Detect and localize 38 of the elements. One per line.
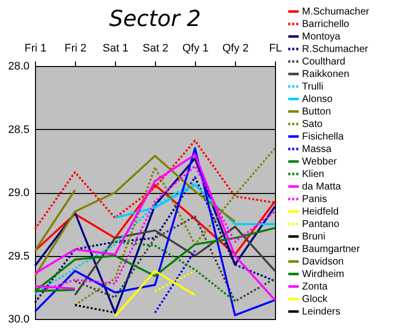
x-tick-label: Sat 2 <box>142 42 168 54</box>
legend-label: da Matta <box>302 182 342 192</box>
legend-label: Montoya <box>302 32 341 42</box>
legend-label: Wirdheim <box>302 269 344 280</box>
legend-label: R.Schumacher <box>302 44 369 55</box>
y-tick-label: 28.5 <box>8 124 30 136</box>
legend-label: Pantano <box>302 219 340 230</box>
x-tick-label: Fri 2 <box>64 42 86 54</box>
chart-title: Sector 2 <box>109 7 201 32</box>
x-tick-label: FL <box>269 42 282 54</box>
legend-label: Webber <box>302 156 338 168</box>
legend-label: Massa <box>302 144 332 155</box>
legend-label: Zonta <box>302 282 328 292</box>
x-tick-label: Fri 1 <box>24 42 46 54</box>
y-tick-label: 29.0 <box>8 187 30 199</box>
legend-label: Klien <box>302 169 324 180</box>
x-tick-label: Qfy 1 <box>182 42 209 54</box>
legend-label: Bruni <box>302 232 326 242</box>
legend-label: Baumgartner <box>302 244 360 255</box>
x-tick-label: Qfy 2 <box>222 42 249 54</box>
legend-label: Davidson <box>302 256 344 268</box>
legend-label: Button <box>302 106 331 118</box>
legend-label: Fisichella <box>302 132 344 142</box>
legend-label: Trulli <box>302 82 324 92</box>
y-tick-label: 29.5 <box>8 250 30 262</box>
legend-label: Alonso <box>302 94 334 105</box>
legend-label: Glock <box>302 294 329 305</box>
legend-label: Sato <box>302 119 324 130</box>
legend-label: Barrichello <box>302 19 350 30</box>
legend-label: Raikkonen <box>302 69 350 80</box>
legend-label: Leinders <box>302 306 340 318</box>
y-tick-label: 30.0 <box>8 314 30 326</box>
legend-label: Heidfeld <box>302 206 339 218</box>
legend-label: Coulthard <box>302 56 346 68</box>
legend-label: M.Schumacher <box>302 6 370 18</box>
legend-label: Panis <box>302 194 328 205</box>
x-tick-label: Sat 1 <box>102 42 128 54</box>
y-tick-label: 28.0 <box>8 60 30 72</box>
